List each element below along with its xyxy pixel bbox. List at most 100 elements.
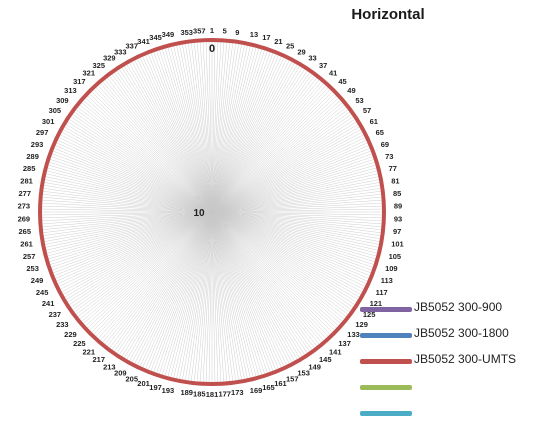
grid-spoke bbox=[66, 120, 213, 213]
angle-tick-label: 297 bbox=[36, 128, 49, 137]
grid-spoke bbox=[211, 211, 328, 340]
grid-spoke bbox=[52, 211, 213, 277]
grid-spoke bbox=[48, 211, 213, 266]
angle-tick-label: 17 bbox=[262, 33, 270, 42]
grid-spoke bbox=[88, 92, 213, 213]
grid-spoke bbox=[74, 108, 213, 213]
grid-spoke bbox=[80, 211, 213, 323]
grid-spoke bbox=[42, 181, 213, 213]
angle-tick-label: 265 bbox=[18, 227, 31, 236]
angle-tick-label: 109 bbox=[385, 264, 398, 273]
legend-swatch bbox=[360, 333, 412, 338]
grid-spoke bbox=[40, 202, 213, 213]
angle-tick-label: 213 bbox=[103, 362, 116, 371]
grid-spoke bbox=[61, 128, 213, 213]
grid-spoke bbox=[211, 52, 277, 213]
grid-spoke bbox=[211, 211, 372, 277]
angle-tick-label: 309 bbox=[56, 96, 69, 105]
grid-spoke bbox=[74, 211, 213, 316]
grid-spoke bbox=[139, 211, 213, 368]
grid-spoke bbox=[42, 211, 213, 240]
grid-spoke bbox=[184, 42, 213, 213]
grid-spoke bbox=[45, 167, 213, 213]
grid-spoke bbox=[211, 211, 243, 382]
grid-spoke bbox=[211, 164, 378, 213]
grid-spoke bbox=[60, 211, 213, 293]
grid-spoke bbox=[108, 211, 213, 350]
grid-spoke bbox=[190, 211, 213, 383]
angle-tick-label: 21 bbox=[274, 37, 282, 46]
grid-spoke bbox=[144, 211, 213, 371]
angle-tick-label: 289 bbox=[26, 152, 39, 161]
angle-tick-label: 229 bbox=[64, 330, 77, 339]
grid-spoke bbox=[211, 211, 219, 384]
grid-spoke bbox=[82, 98, 213, 213]
grid-spoke bbox=[211, 43, 248, 213]
angle-tick-label: 69 bbox=[381, 140, 389, 149]
angle-tick-label: 45 bbox=[338, 77, 346, 86]
series-line bbox=[38, 38, 386, 386]
grid-spoke bbox=[196, 40, 213, 213]
grid-spoke bbox=[211, 211, 296, 363]
angle-tick-label: 85 bbox=[393, 189, 401, 198]
grid-spoke bbox=[211, 211, 366, 291]
radial-grid bbox=[40, 40, 384, 384]
grid-spoke bbox=[118, 67, 213, 213]
grid-spoke bbox=[211, 40, 222, 213]
grid-spoke bbox=[187, 211, 213, 383]
angle-tick-label: 137 bbox=[338, 339, 351, 348]
angle-tick-label: 121 bbox=[370, 299, 383, 308]
angle-tick-label: 269 bbox=[18, 214, 31, 223]
grid-spoke bbox=[211, 211, 306, 357]
grid-spoke bbox=[211, 56, 285, 213]
angle-tick-label: 337 bbox=[125, 42, 138, 51]
grid-spoke bbox=[44, 211, 213, 251]
angle-tick-label: 301 bbox=[42, 117, 55, 126]
angle-tick-label: 349 bbox=[162, 30, 175, 39]
grid-spoke bbox=[155, 211, 213, 375]
grid-spoke bbox=[176, 43, 213, 213]
grid-spoke bbox=[211, 40, 228, 213]
grid-spoke bbox=[115, 211, 213, 355]
grid-spoke bbox=[211, 211, 358, 304]
grid-spoke bbox=[80, 101, 213, 213]
grid-spoke bbox=[211, 61, 296, 213]
grid-spoke bbox=[211, 44, 251, 213]
angle-tick-label: 97 bbox=[393, 227, 401, 236]
grid-spoke bbox=[101, 80, 213, 213]
grid-spoke bbox=[211, 211, 234, 383]
angle-tick-label: 169 bbox=[250, 386, 263, 395]
radial-tick-label: 0 bbox=[209, 43, 215, 55]
grid-spoke bbox=[211, 173, 380, 213]
grid-spoke bbox=[40, 211, 213, 216]
angle-tick-label: 161 bbox=[274, 379, 287, 388]
grid-spoke bbox=[167, 45, 213, 213]
grid-spoke bbox=[211, 40, 216, 213]
grid-spoke bbox=[211, 49, 269, 213]
grid-spoke bbox=[62, 211, 213, 299]
grid-spoke bbox=[60, 131, 213, 213]
grid-spoke bbox=[211, 211, 381, 248]
grid-spoke bbox=[211, 211, 355, 309]
grid-spoke bbox=[173, 211, 213, 380]
angle-tick-label: 113 bbox=[381, 276, 393, 285]
grid-spoke bbox=[211, 211, 367, 288]
angle-tick-label: 37 bbox=[319, 61, 327, 70]
legend-label: JB5052 300-UMTS bbox=[414, 352, 517, 366]
grid-spoke bbox=[211, 211, 266, 376]
grid-spoke bbox=[211, 211, 277, 372]
grid-spoke bbox=[52, 147, 213, 213]
grid-spoke bbox=[211, 211, 321, 346]
grid-spoke bbox=[61, 211, 213, 296]
grid-spoke bbox=[208, 40, 213, 213]
grid-spoke bbox=[40, 211, 213, 231]
radial-tick-label: 10 bbox=[193, 208, 205, 219]
angle-tick-label: 129 bbox=[355, 320, 368, 329]
grid-spoke bbox=[211, 113, 354, 213]
grid-spoke bbox=[211, 211, 384, 231]
grid-spoke bbox=[50, 211, 213, 272]
angle-tick-label: 245 bbox=[36, 288, 49, 297]
grid-spoke bbox=[110, 211, 213, 352]
grid-spoke bbox=[141, 211, 213, 370]
